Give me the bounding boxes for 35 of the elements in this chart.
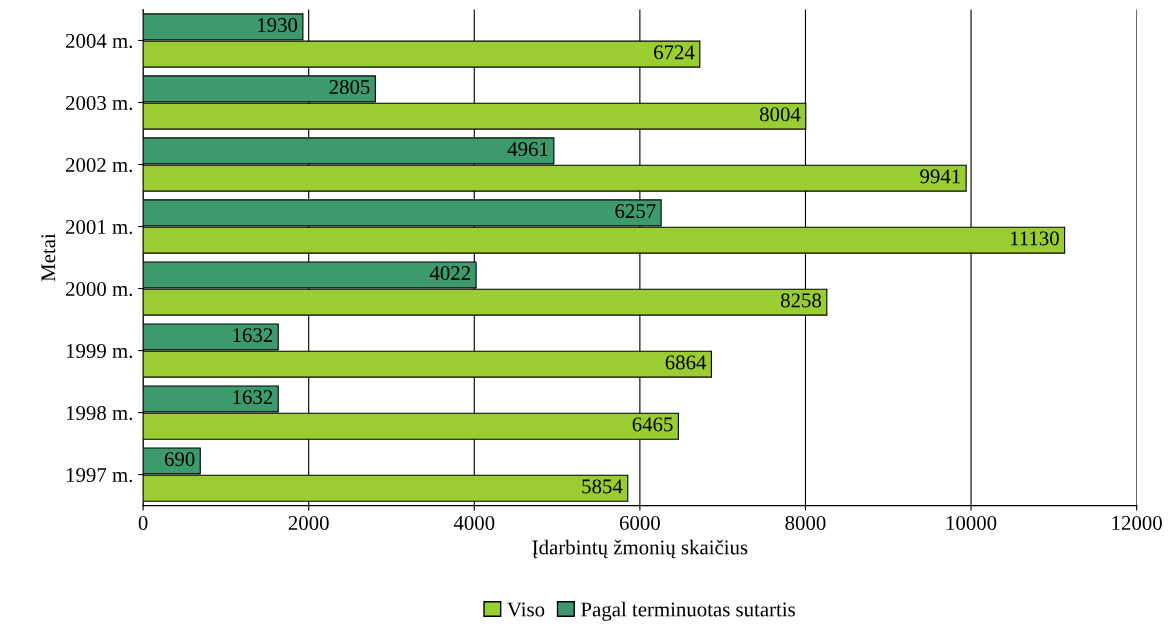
data-label: 4961 <box>507 142 548 157</box>
data-label: 6257 <box>615 204 656 219</box>
y-tick-label: 1997 m. <box>66 468 133 483</box>
data-label: 2805 <box>329 80 370 95</box>
y-tick-label: 2002 m. <box>66 157 133 173</box>
data-label: 8258 <box>780 293 822 308</box>
y-tick-label: 1998 m. <box>66 405 133 421</box>
data-label: 1930 <box>258 18 298 33</box>
data-label: 4022 <box>429 266 470 281</box>
x-tick-label: 12000 <box>1112 515 1162 530</box>
x-axis-title: Įdarbintų žmonių skaičius <box>532 539 748 559</box>
y-tick-label: 1999 m. <box>66 344 133 359</box>
x-tick-label: 8000 <box>785 515 826 530</box>
y-tick-label: 2000 m. <box>66 281 133 297</box>
x-tick-label: 0 <box>138 515 148 530</box>
y-tick-label: 2001 m. <box>66 219 133 235</box>
y-tick-label: 2004 m. <box>66 33 133 49</box>
data-label: 8004 <box>759 107 801 122</box>
data-label: 6864 <box>665 355 707 370</box>
y-tick-label: 2003 m. <box>66 95 133 111</box>
data-label: 690 <box>164 452 195 467</box>
data-label: 6465 <box>632 417 673 432</box>
data-label: 6724 <box>654 45 695 60</box>
x-tick-label: 10000 <box>946 515 997 530</box>
y-axis-title: Metai <box>41 233 56 282</box>
x-tick-label: 2000 <box>288 515 329 530</box>
data-label: 9941 <box>920 169 960 184</box>
x-tick-label: 6000 <box>619 515 660 530</box>
legend-label: Viso <box>507 602 545 617</box>
data-label: 1632 <box>233 328 273 343</box>
legend-label: Pagal terminuotas sutartis <box>581 601 795 621</box>
data-label: 11130 <box>1010 231 1059 246</box>
x-tick-label: 4000 <box>453 515 495 530</box>
data-label: 5854 <box>582 479 623 494</box>
data-label: 1632 <box>233 390 273 405</box>
